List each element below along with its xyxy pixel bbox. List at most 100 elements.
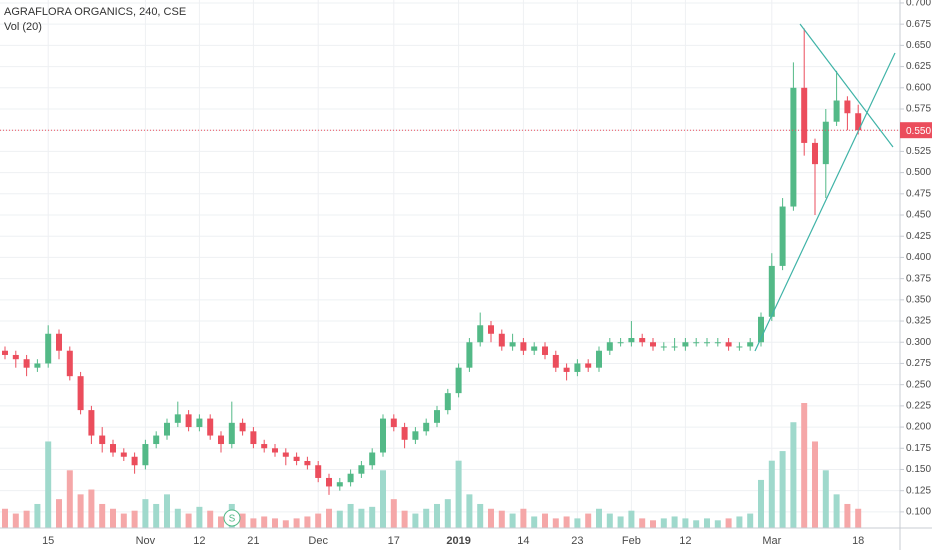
volume-bar xyxy=(185,513,192,528)
candle-body xyxy=(110,444,116,453)
volume-bar xyxy=(142,499,149,528)
volume-bar xyxy=(369,506,376,528)
candle-body xyxy=(326,477,332,487)
x-tick-label: 21 xyxy=(247,535,259,547)
volume-bar xyxy=(380,470,386,528)
trend-line xyxy=(799,23,894,148)
y-tick-label: 0.125 xyxy=(906,485,931,496)
volume-bar xyxy=(45,441,52,528)
candle-body xyxy=(747,342,754,347)
candle-body xyxy=(509,342,516,347)
x-tick-label: 18 xyxy=(852,535,864,547)
volume-bar xyxy=(855,508,862,528)
candle-body xyxy=(671,346,678,348)
candle-body xyxy=(606,342,613,351)
volume-bar xyxy=(768,460,775,528)
volume-bar xyxy=(801,403,808,528)
volume-bar xyxy=(2,508,8,528)
candle-body xyxy=(88,410,95,436)
volume-bar xyxy=(455,460,462,528)
volume-bar xyxy=(574,518,581,528)
candle-body xyxy=(358,465,365,474)
candle-body xyxy=(488,325,494,334)
candle-body xyxy=(304,460,311,466)
candle-body xyxy=(768,265,775,317)
volume-bar xyxy=(552,518,559,528)
candle-body xyxy=(380,418,386,453)
candle-body xyxy=(498,333,505,347)
candle-body xyxy=(466,342,473,368)
volume-bar xyxy=(779,451,786,528)
volume-bar xyxy=(401,510,408,528)
y-tick-label: 0.350 xyxy=(906,294,931,305)
volume-bar xyxy=(650,520,656,528)
volume-bar xyxy=(99,503,106,528)
grid xyxy=(0,0,900,528)
volume-bar xyxy=(153,503,160,528)
split-marker-label: S xyxy=(229,514,236,525)
y-tick-label: 0.500 xyxy=(906,167,931,178)
candle-body xyxy=(812,142,818,165)
y-tick-label: 0.100 xyxy=(906,507,931,518)
volume-bar xyxy=(542,513,548,528)
split-marker xyxy=(223,509,241,527)
volume-bar xyxy=(714,520,721,528)
candle-body xyxy=(131,456,138,466)
volume-bar xyxy=(736,516,743,528)
volume-bar xyxy=(412,513,419,528)
x-tick-label: 23 xyxy=(571,535,583,547)
x-tick-label: 12 xyxy=(679,535,691,547)
candle-body xyxy=(315,465,322,478)
volume-bar xyxy=(671,516,678,528)
last-price-box xyxy=(900,122,932,139)
candle-body xyxy=(455,367,462,394)
candle-body xyxy=(66,350,73,377)
candle-body xyxy=(196,418,203,428)
volume-layer xyxy=(2,403,862,528)
candle-body xyxy=(833,100,840,122)
x-tick-label: 14 xyxy=(517,535,529,547)
y-tick-label: 0.475 xyxy=(906,188,931,199)
last-price-label: 0.550 xyxy=(906,126,931,137)
volume-bar xyxy=(164,494,170,528)
candle-body xyxy=(650,342,656,347)
volume-bar xyxy=(336,510,343,528)
volume-bar xyxy=(682,518,689,528)
candle-body xyxy=(401,427,408,440)
candle-body xyxy=(390,418,397,428)
y-tick-label: 0.625 xyxy=(906,61,931,72)
volume-bar xyxy=(660,518,667,528)
y-tick-label: 0.225 xyxy=(906,401,931,412)
candle-body xyxy=(347,473,354,483)
y-tick-label: 0.600 xyxy=(906,82,931,93)
y-tick-label: 0.200 xyxy=(906,422,931,433)
y-tick-label: 0.425 xyxy=(906,231,931,242)
candle-body xyxy=(628,338,635,343)
volume-bar xyxy=(790,422,797,528)
candle-body xyxy=(574,363,581,372)
x-tick-label: Mar xyxy=(762,535,781,547)
volume-bar xyxy=(596,508,602,528)
candle-body xyxy=(293,456,300,461)
volume-bar xyxy=(844,503,851,528)
volume-bar xyxy=(174,508,181,528)
candle-body xyxy=(34,363,41,368)
volume-bar xyxy=(704,518,710,528)
volume-bar xyxy=(131,510,138,528)
y-tick-label: 0.700 xyxy=(906,0,931,9)
candle-body xyxy=(434,410,440,423)
y-tick-label: 0.450 xyxy=(906,210,931,221)
candle-body xyxy=(563,367,570,372)
candle-body xyxy=(45,333,52,364)
volume-bar xyxy=(822,470,829,528)
candle-body xyxy=(56,333,62,351)
candle-body xyxy=(174,414,181,423)
volume-bar xyxy=(110,508,116,528)
y-tick-label: 0.175 xyxy=(906,443,931,454)
volume-bar xyxy=(207,510,214,528)
candle-body xyxy=(272,448,278,453)
candle-body xyxy=(779,206,786,266)
volume-label: Vol (20) xyxy=(4,21,42,33)
volume-bar xyxy=(282,520,289,528)
